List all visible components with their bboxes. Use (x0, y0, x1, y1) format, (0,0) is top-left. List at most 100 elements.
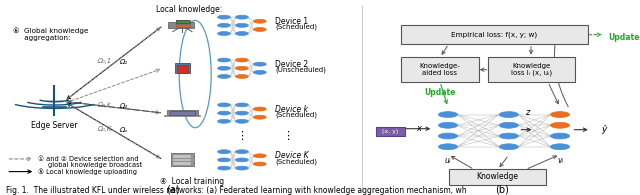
Circle shape (550, 112, 570, 117)
Text: (b): (b) (495, 184, 509, 194)
FancyBboxPatch shape (401, 57, 479, 82)
Circle shape (236, 15, 248, 19)
Text: (Unscheduled): (Unscheduled) (275, 66, 326, 73)
Circle shape (236, 119, 248, 123)
Circle shape (236, 58, 248, 62)
Circle shape (236, 103, 248, 107)
Text: Ω₀,k: Ω₀,k (97, 102, 111, 108)
Text: Fig. 1.  The illustrated KFL under wireless networks: (a) Federated learning wit: Fig. 1. The illustrated KFL under wirele… (6, 186, 467, 195)
FancyBboxPatch shape (376, 127, 405, 136)
Circle shape (236, 158, 248, 162)
Text: Knowledge-
aided loss: Knowledge- aided loss (420, 63, 460, 76)
Circle shape (218, 103, 230, 107)
Circle shape (218, 23, 230, 27)
Circle shape (253, 154, 266, 158)
Circle shape (236, 166, 248, 170)
Circle shape (218, 119, 230, 123)
Text: Edge Server: Edge Server (31, 121, 77, 130)
Text: ⑤ Local knowledge uploading: ⑤ Local knowledge uploading (38, 168, 138, 175)
Circle shape (253, 19, 266, 23)
Circle shape (438, 133, 458, 139)
Text: Knowledge: Knowledge (477, 172, 518, 182)
Circle shape (499, 133, 518, 139)
Text: global knowledge broadcast: global knowledge broadcast (48, 162, 142, 168)
Circle shape (236, 74, 248, 78)
Bar (173, 159, 191, 161)
Bar (164, 115, 200, 116)
Text: Ω₀,K: Ω₀,K (97, 126, 111, 132)
Circle shape (218, 158, 230, 162)
Bar (167, 110, 198, 115)
Circle shape (236, 111, 248, 115)
Bar (173, 162, 191, 165)
Text: Knowledge
loss lᵢ (x, uᵢ): Knowledge loss lᵢ (x, uᵢ) (511, 63, 552, 76)
Text: ⋮: ⋮ (236, 131, 248, 142)
Text: Device K: Device K (275, 152, 309, 160)
FancyBboxPatch shape (488, 57, 575, 82)
Circle shape (236, 23, 248, 27)
Text: (Scheduled): (Scheduled) (275, 111, 317, 118)
Text: Ω₁: Ω₁ (119, 59, 127, 65)
Bar (177, 65, 188, 73)
Text: z: z (525, 108, 529, 117)
Text: ⑥  Global knowledge
     aggregation:: ⑥ Global knowledge aggregation: (13, 27, 88, 41)
Text: uᵢ: uᵢ (445, 156, 451, 165)
Circle shape (218, 66, 230, 70)
Bar (171, 153, 194, 166)
Text: (x, y): (x, y) (382, 129, 399, 134)
Circle shape (438, 144, 458, 150)
Bar (176, 20, 190, 23)
Bar (173, 155, 191, 158)
Text: Ω₂: Ω₂ (119, 103, 127, 109)
FancyBboxPatch shape (449, 169, 546, 185)
Circle shape (550, 144, 570, 150)
Text: ④  Local training: ④ Local training (160, 177, 224, 186)
Text: vᵢ: vᵢ (557, 156, 563, 165)
Circle shape (438, 122, 458, 128)
Circle shape (499, 112, 518, 117)
Bar (175, 63, 190, 73)
Circle shape (253, 107, 266, 111)
Bar (176, 20, 188, 22)
Circle shape (253, 115, 266, 119)
Circle shape (253, 162, 266, 166)
Text: Update: Update (608, 33, 639, 42)
Text: Device k: Device k (275, 105, 308, 114)
Text: Ωₔ: Ωₔ (119, 127, 127, 133)
FancyBboxPatch shape (401, 25, 588, 44)
Circle shape (218, 15, 230, 19)
Circle shape (218, 166, 230, 170)
Bar (168, 22, 194, 28)
Text: ⋮: ⋮ (282, 131, 294, 142)
Text: ① and ② Device selection and: ① and ② Device selection and (38, 156, 139, 162)
Circle shape (499, 144, 518, 150)
Bar (170, 111, 195, 115)
Text: Local knowledge:: Local knowledge: (156, 5, 222, 14)
Circle shape (218, 150, 230, 154)
Circle shape (550, 133, 570, 139)
Text: Update: Update (424, 88, 456, 97)
Text: Device 2: Device 2 (275, 60, 308, 69)
Circle shape (550, 122, 570, 128)
Text: (Scheduled): (Scheduled) (275, 24, 317, 30)
Text: (Scheduled): (Scheduled) (275, 158, 317, 165)
Circle shape (438, 112, 458, 117)
Circle shape (218, 74, 230, 78)
Circle shape (218, 32, 230, 35)
Circle shape (253, 62, 266, 66)
Text: (a): (a) (166, 184, 180, 194)
Circle shape (253, 27, 266, 31)
Circle shape (218, 58, 230, 62)
Text: Empirical loss: f(x, y; w): Empirical loss: f(x, y; w) (451, 31, 538, 38)
Bar (176, 24, 190, 27)
Circle shape (253, 70, 266, 74)
Text: x: x (416, 124, 421, 133)
Circle shape (236, 66, 248, 70)
Circle shape (499, 122, 518, 128)
Circle shape (236, 150, 248, 154)
Text: ŷ: ŷ (602, 125, 607, 134)
Text: Device 1: Device 1 (275, 17, 308, 26)
Circle shape (236, 32, 248, 35)
Text: Ω₀,1: Ω₀,1 (97, 58, 111, 64)
Circle shape (218, 111, 230, 115)
